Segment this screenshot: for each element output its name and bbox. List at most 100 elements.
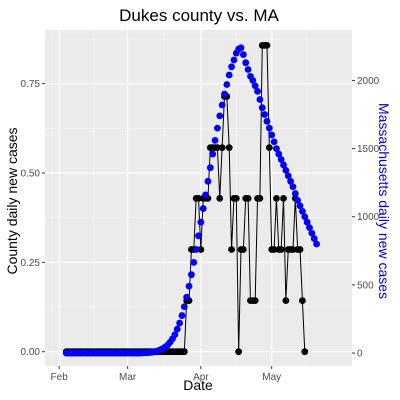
data-point-county <box>251 297 259 304</box>
data-point-ma <box>275 150 283 158</box>
data-point-ma <box>185 282 193 290</box>
data-point-ma <box>258 104 266 112</box>
axes: Feb Mar Apr May 0.00 0.25 0.50 0.75 0 500 1000 1500… <box>21 76 380 383</box>
data-point-ma <box>263 117 271 125</box>
data-point-ma <box>180 303 188 311</box>
data-point-ma <box>265 124 273 132</box>
data-point-ma <box>228 63 235 71</box>
data-point-ma <box>294 196 302 204</box>
data-point-ma <box>218 101 226 109</box>
data-point-ma <box>206 164 214 172</box>
data-point-ma <box>197 218 205 226</box>
data-point-county <box>256 194 264 202</box>
data-point-county <box>216 194 224 202</box>
x-tick-label: Mar <box>119 372 137 383</box>
data-point-ma <box>216 112 224 120</box>
data-point-county <box>299 297 306 304</box>
data-point-ma <box>221 90 228 98</box>
data-point-ma <box>244 66 252 73</box>
data-point-ma <box>192 246 200 253</box>
data-point-ma <box>242 59 250 67</box>
data-point-ma <box>296 202 304 210</box>
y-tick-label-left: 0.75 <box>21 79 41 90</box>
data-point-ma <box>277 156 285 163</box>
data-point-ma <box>289 183 297 191</box>
data-point-county <box>180 348 188 356</box>
data-point-ma <box>268 131 276 139</box>
data-point-ma <box>173 325 181 333</box>
data-point-ma <box>204 177 212 185</box>
y-axis-title-right: Massachusetts daily new cases <box>376 103 392 299</box>
data-point-county <box>213 144 221 152</box>
data-point-ma <box>284 172 292 180</box>
data-point-county <box>244 194 252 202</box>
data-point-ma <box>301 213 309 221</box>
x-tick-label: Feb <box>51 372 69 383</box>
data-point-county <box>235 348 243 356</box>
y-tick-label-right: 2000 <box>357 76 380 87</box>
data-point-ma <box>171 331 179 339</box>
data-point-ma <box>310 235 318 242</box>
y-tick-label-left: 0.25 <box>21 258 41 269</box>
data-point-county <box>197 246 205 253</box>
data-series <box>62 41 320 357</box>
data-point-county <box>265 144 273 152</box>
data-point-ma <box>280 161 287 169</box>
x-tick-label: May <box>262 372 281 383</box>
data-point-county <box>277 246 285 253</box>
gridlines <box>45 30 352 366</box>
data-point-ma <box>237 44 245 52</box>
data-point-ma <box>254 87 261 95</box>
data-point-ma <box>188 271 195 279</box>
series-points-ma <box>62 44 320 357</box>
data-point-ma <box>291 190 299 197</box>
data-point-ma <box>299 207 306 215</box>
data-point-ma <box>273 145 280 152</box>
data-point-ma <box>256 96 264 103</box>
data-point-ma <box>303 218 311 226</box>
data-point-county <box>218 144 226 152</box>
data-point-ma <box>225 71 233 79</box>
data-point-ma <box>183 293 191 301</box>
y-tick-label-right: 1500 <box>357 144 380 155</box>
data-point-ma <box>261 111 269 118</box>
data-point-county <box>232 194 240 202</box>
data-point-ma <box>209 150 217 158</box>
data-point-ma <box>211 137 219 144</box>
data-point-ma <box>249 77 257 84</box>
data-point-ma <box>202 191 209 199</box>
chart-title: Dukes county vs. MA <box>119 6 279 25</box>
data-point-ma <box>313 240 320 248</box>
data-point-county <box>280 194 287 202</box>
data-point-ma <box>176 319 184 327</box>
data-point-ma <box>306 224 313 232</box>
data-point-ma <box>282 167 290 174</box>
data-point-county <box>225 144 233 152</box>
data-point-ma <box>251 82 259 90</box>
data-point-county <box>228 246 235 253</box>
data-point-county <box>282 297 290 304</box>
x-tick-label: Apr <box>193 372 209 383</box>
data-point-county <box>289 246 297 253</box>
y-tick-label-right: 0 <box>357 349 363 360</box>
y-tick-label-left: 0.50 <box>21 168 41 179</box>
data-point-county <box>239 246 247 253</box>
data-point-county <box>195 194 202 202</box>
data-point-ma <box>223 81 231 88</box>
data-point-ma <box>239 51 247 58</box>
data-point-ma <box>230 56 238 64</box>
data-point-ma <box>213 124 221 132</box>
data-point-county <box>273 194 280 202</box>
y-tick-label-left: 0.00 <box>21 347 41 358</box>
data-point-ma <box>270 138 278 146</box>
data-point-ma <box>178 312 186 319</box>
data-point-ma <box>308 229 316 237</box>
data-point-county <box>301 348 309 356</box>
data-point-county <box>263 41 271 49</box>
x-axis-title: Date <box>183 377 213 393</box>
data-point-ma <box>199 205 207 212</box>
data-point-ma <box>195 232 202 240</box>
data-point-county <box>296 246 304 253</box>
data-point-county <box>270 246 278 253</box>
